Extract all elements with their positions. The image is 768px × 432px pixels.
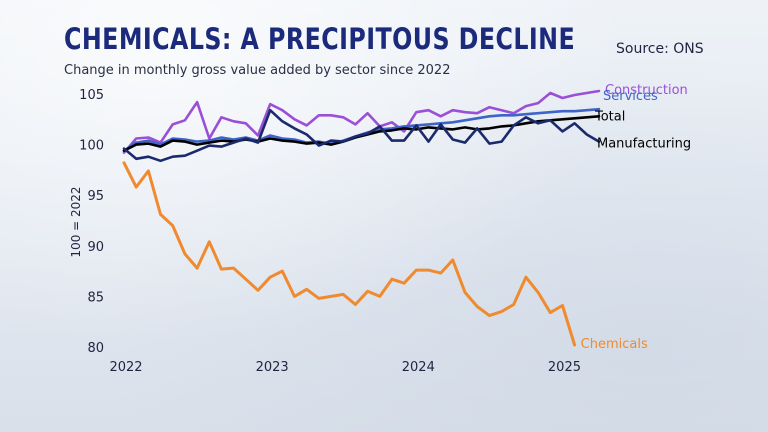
- y-axis-label: 100 = 2022: [69, 186, 83, 257]
- y-tick-label: 90: [87, 240, 104, 255]
- series-label-services: Services: [603, 89, 658, 104]
- x-tick-label: 2023: [256, 360, 289, 375]
- y-tick-label: 85: [87, 290, 104, 305]
- series-line-chemicals: [122, 161, 577, 347]
- y-axis-label-group: 100 = 2022: [69, 186, 83, 257]
- y-tick-label: 100: [79, 139, 104, 154]
- series-line-construction: [122, 89, 601, 154]
- chart-subtitle: Change in monthly gross value added by s…: [64, 63, 451, 78]
- y-tick-label: 80: [87, 341, 104, 356]
- y-tick-label: 105: [79, 88, 104, 103]
- chart-title: CHEMICALS: A PRECIPITOUS DECLINE: [64, 22, 576, 56]
- series-label-chemicals: Chemicals: [581, 337, 648, 352]
- x-tick-label: 2025: [548, 360, 581, 375]
- y-tick-labels: 80 85 90 95 100 105: [79, 88, 104, 356]
- series-label-total: Total: [594, 109, 625, 124]
- series-label-manufacturing: Manufacturing: [597, 137, 691, 152]
- series-label-construction: Construction: [605, 83, 688, 98]
- source-label: Source: ONS: [616, 41, 704, 57]
- x-tick-label: 2022: [109, 360, 142, 375]
- series-line-manufacturing: [122, 108, 601, 163]
- series-lines: [122, 89, 601, 347]
- x-tick-labels: 2022 2023 2024 2025: [109, 360, 581, 375]
- x-tick-label: 2024: [402, 360, 435, 375]
- y-tick-label: 95: [87, 189, 104, 204]
